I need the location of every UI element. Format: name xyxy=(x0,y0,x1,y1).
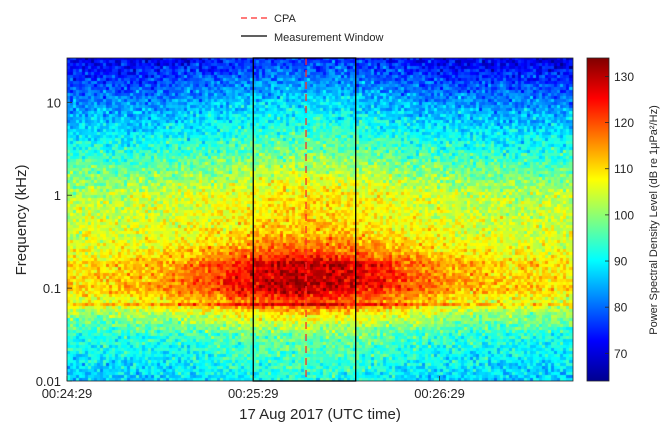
y-tick-label: 1 xyxy=(54,188,61,203)
x-axis: 00:24:29 00:25:29 00:26:29 xyxy=(42,376,465,401)
colorbar-tick-label: 90 xyxy=(614,255,628,269)
spectrogram-heatmap xyxy=(67,58,573,381)
colorbar-label: Power Spectral Density Level (dB re 1μPa… xyxy=(648,105,660,334)
legend-cpa-label: CPA xyxy=(274,13,296,25)
x-axis-label: 17 Aug 2017 (UTC time) xyxy=(239,406,401,423)
colorbar-gradient xyxy=(586,57,610,382)
colorbar-tick-label: 120 xyxy=(614,116,634,130)
y-tick-label: 0.1 xyxy=(43,281,61,296)
colorbar-tick-label: 100 xyxy=(614,208,634,222)
legend-window-label: Measurement Window xyxy=(274,32,383,44)
colorbar: 70 80 90 100 110 120 130 Power Spectral Densit… xyxy=(586,57,660,382)
measurement-window xyxy=(252,57,357,382)
legend: CPA Measurement Window xyxy=(241,13,383,44)
colorbar-tick-label: 130 xyxy=(614,70,634,84)
colorbar-ticks: 70 80 90 100 110 120 130 xyxy=(605,70,634,361)
y-tick-label: 10 xyxy=(47,95,61,110)
plot-area xyxy=(66,57,574,382)
x-tick-label: 00:26:29 xyxy=(414,386,465,401)
y-tick-label: 0.01 xyxy=(36,374,61,389)
x-tick-label: 00:25:29 xyxy=(228,386,279,401)
colorbar-tick-label: 110 xyxy=(614,162,633,176)
y-axis: 0.01 0.1 1 10 xyxy=(36,95,72,389)
colorbar-tick-label: 80 xyxy=(614,301,628,315)
y-axis-label: Frequency (kHz) xyxy=(13,165,30,276)
x-tick-label: 00:24:29 xyxy=(42,386,93,401)
colorbar-tick-label: 70 xyxy=(614,347,628,361)
